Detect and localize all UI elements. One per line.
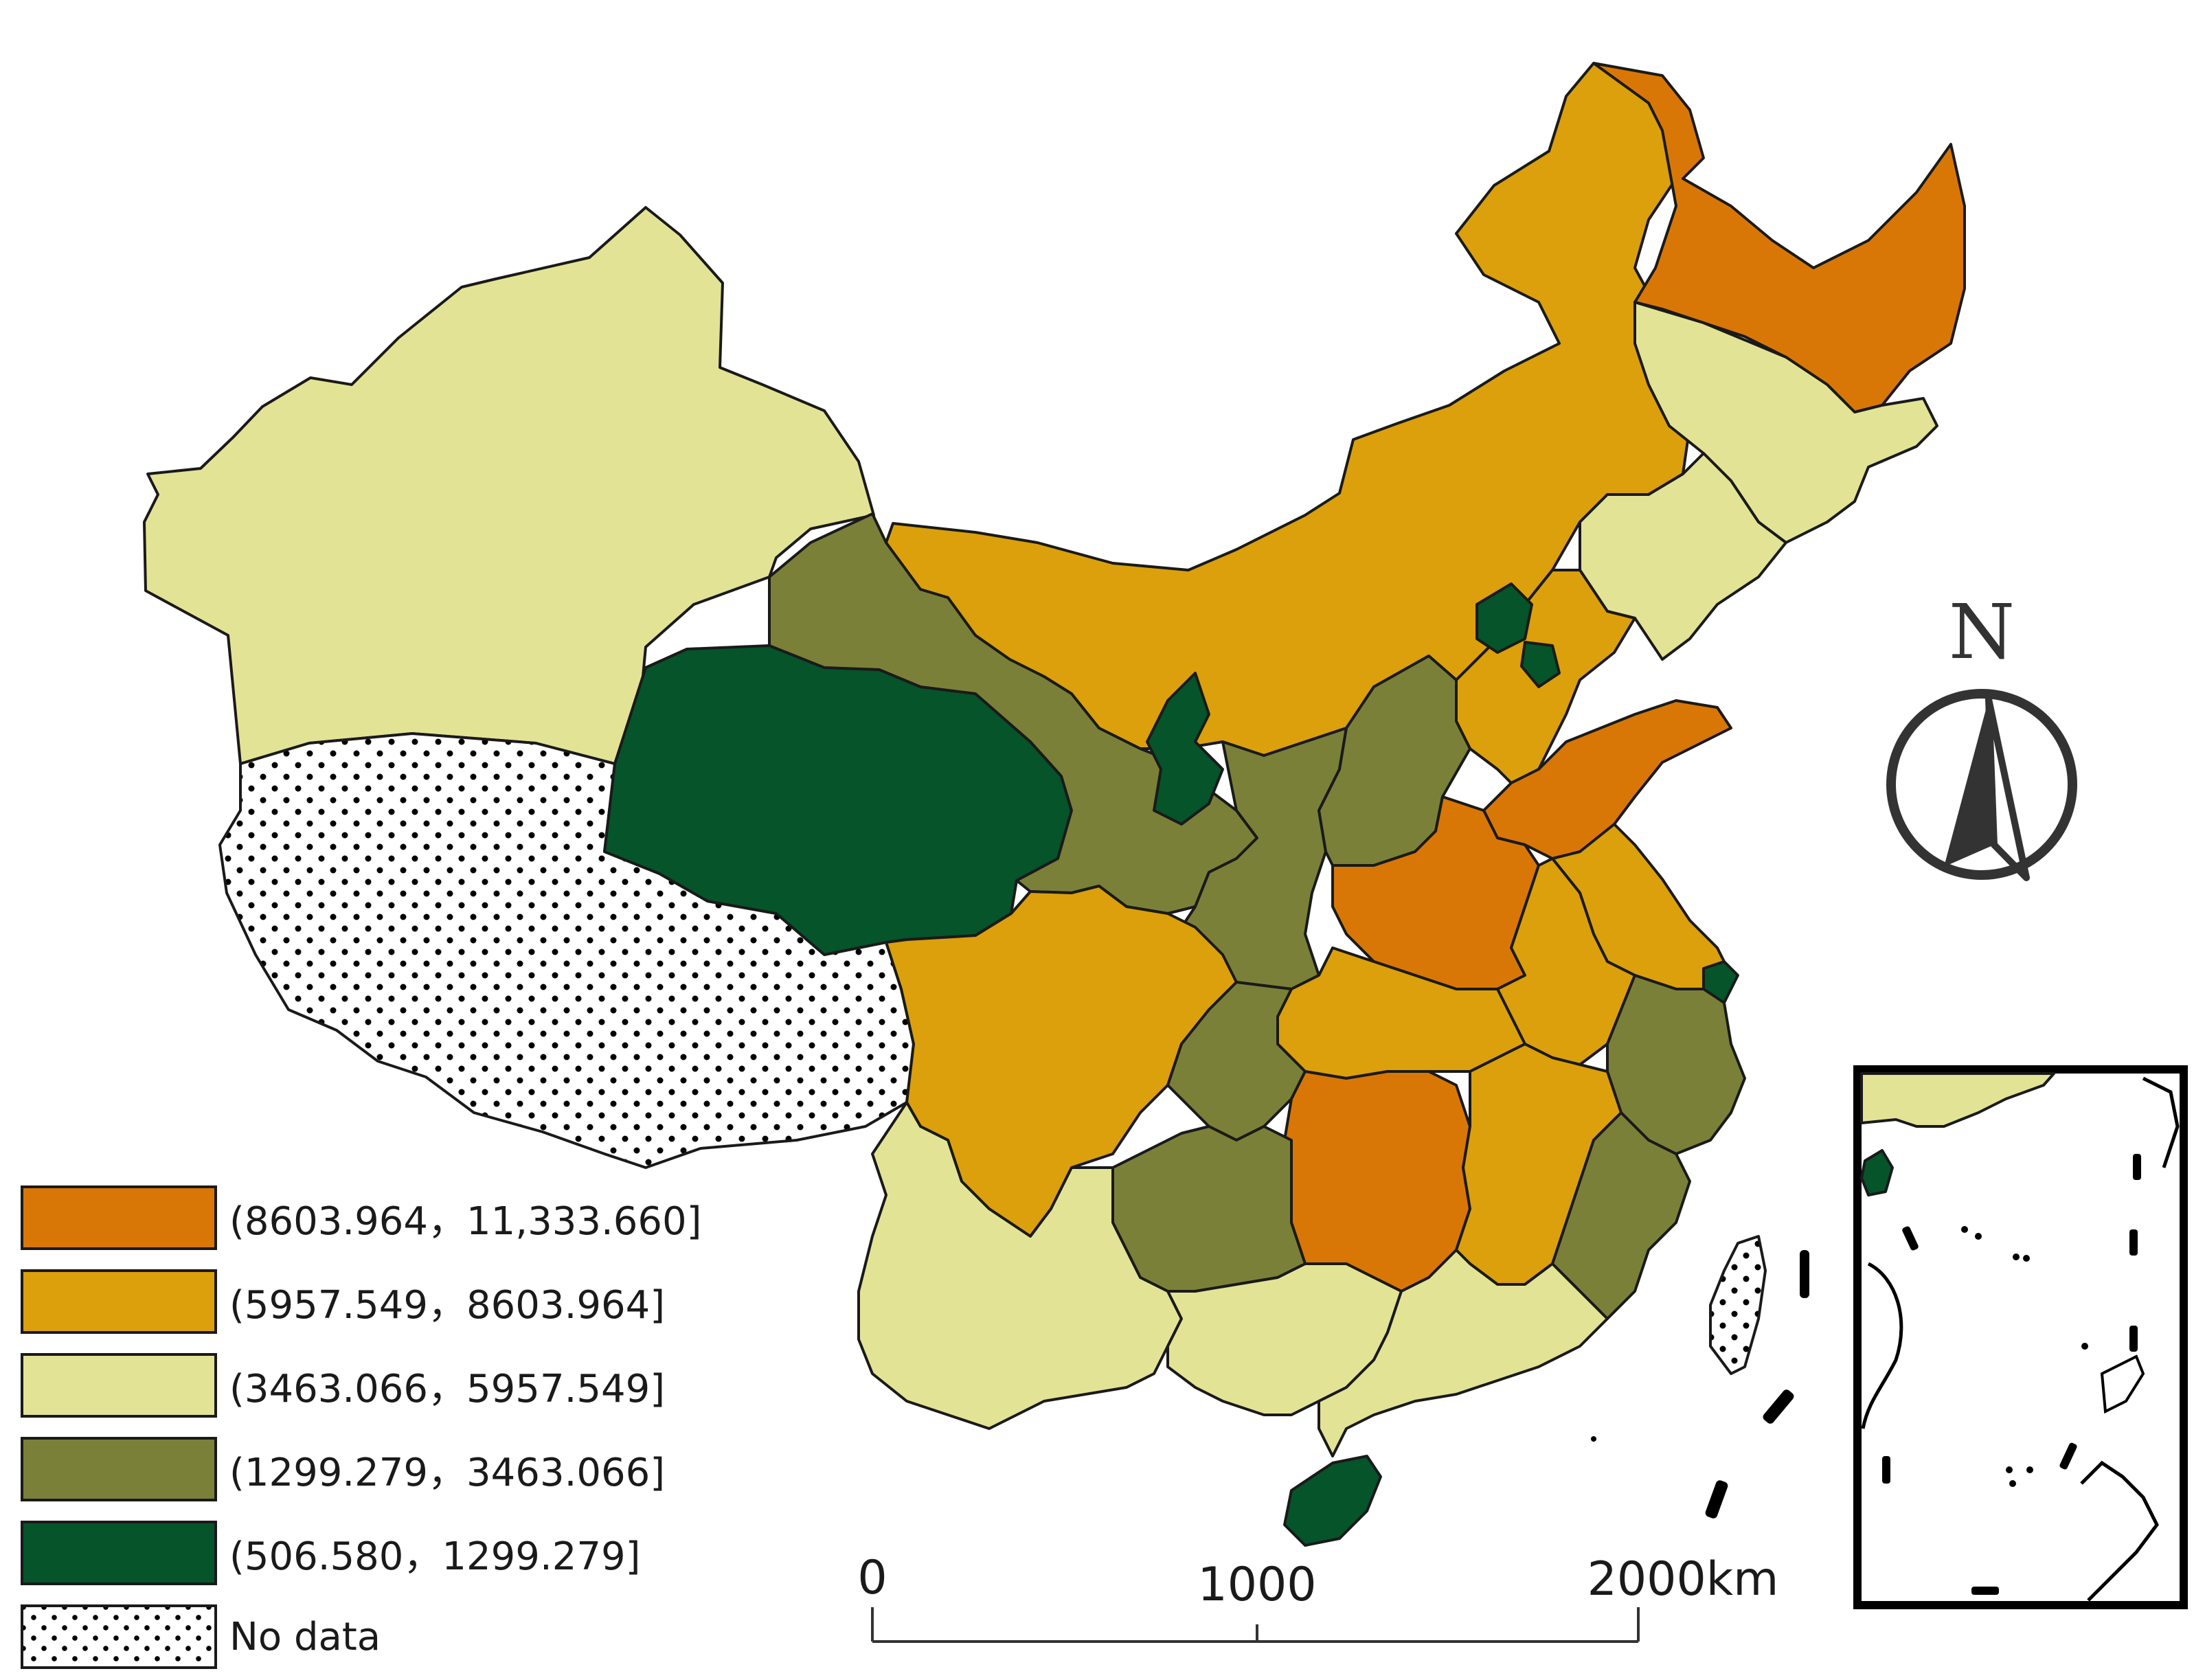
- legend-swatch: [21, 1353, 217, 1418]
- legend-label: (3463.066，5957.549]: [229, 1366, 666, 1411]
- scale-tick-1000: 1000: [1197, 1558, 1316, 1612]
- region-zhejiang: [1606, 974, 1746, 1155]
- provinces: [143, 62, 1966, 1547]
- region-heilongjiang: [1592, 62, 1966, 413]
- region-yunnan: [857, 1101, 1183, 1430]
- scale-tick-2000: 2000km: [1587, 1552, 1779, 1607]
- legend-label: (506.580，1299.279]: [229, 1534, 641, 1579]
- region-beijing: [1475, 582, 1533, 654]
- region-xinjiang: [143, 206, 875, 765]
- legend-item-class2: (5957.549，8603.964]: [21, 1260, 776, 1343]
- legend-swatch: [21, 1269, 217, 1334]
- north-arrow-icon: N: [1886, 588, 2077, 881]
- legend-item-class3: (3463.066，5957.549]: [21, 1343, 776, 1427]
- region-jilin: [1633, 301, 1938, 544]
- legend: (8603.964，11,333.660] (5957.549，8603.964…: [21, 1176, 776, 1679]
- region-ningxia: [1146, 672, 1224, 826]
- south-china-sea-inset: [1853, 1065, 2188, 1609]
- region-guangdong: [1318, 1249, 1609, 1457]
- legend-label: No data: [229, 1614, 381, 1659]
- legend-label: (5957.549，8603.964]: [229, 1282, 666, 1328]
- legend-swatch: [21, 1437, 217, 1501]
- island-dashes: [1591, 1250, 1809, 1519]
- region-hainan: [1283, 1455, 1382, 1547]
- legend-item-class1: (8603.964，11,333.660]: [21, 1176, 776, 1260]
- legend-item-class5: (506.580，1299.279]: [21, 1511, 776, 1595]
- legend-label: (8603.964，11,333.660]: [229, 1199, 702, 1244]
- north-letter: N: [1949, 588, 2015, 676]
- region-guizhou: [1111, 1125, 1307, 1293]
- region-hunan: [1283, 1070, 1471, 1293]
- legend-swatch: [21, 1185, 217, 1250]
- region-taiwan: [1709, 1235, 1767, 1375]
- legend-label: (1299.279，3463.066]: [229, 1450, 666, 1495]
- legend-swatch-no-data: [21, 1604, 217, 1669]
- legend-item-no-data: No data: [21, 1595, 776, 1679]
- region-tianjin: [1520, 641, 1561, 688]
- legend-item-class4: (1299.279，3463.066]: [21, 1427, 776, 1511]
- scale-bar: 0 1000 2000km: [857, 1551, 1779, 1643]
- scale-tick-0: 0: [857, 1551, 887, 1605]
- legend-swatch: [21, 1521, 217, 1585]
